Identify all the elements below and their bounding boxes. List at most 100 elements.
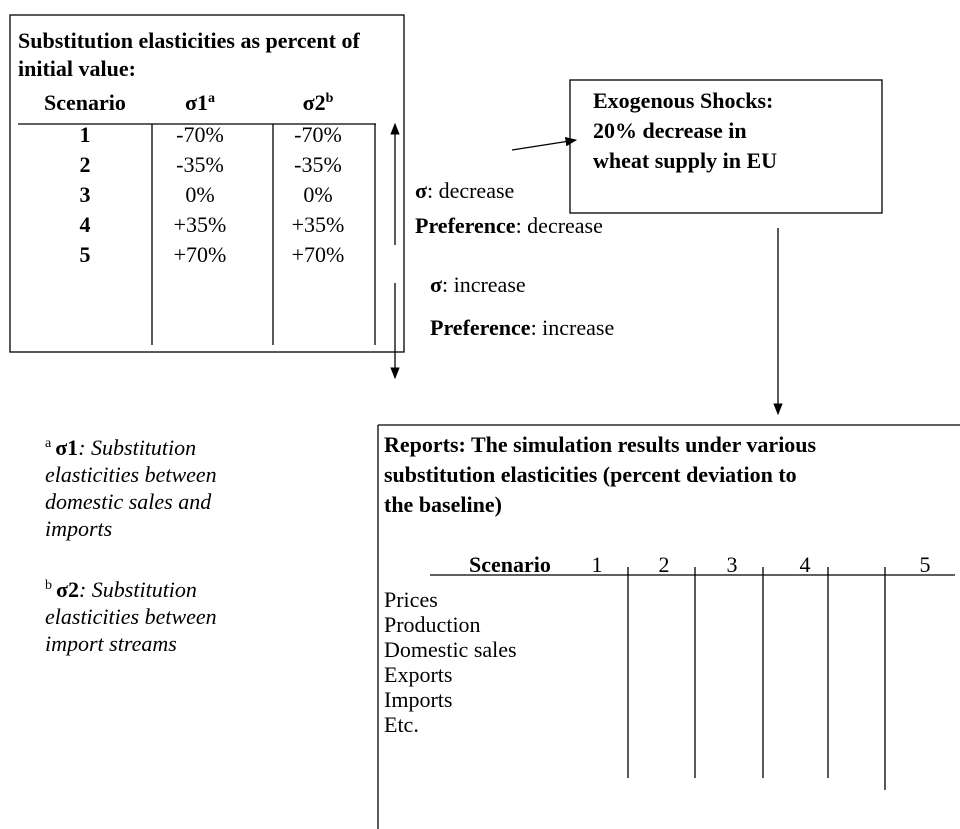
text-part: +35% — [174, 212, 227, 237]
column-header: Scenario — [44, 90, 126, 115]
table-cell: -70% — [294, 122, 342, 147]
text-part: : increase — [531, 315, 615, 340]
preference-direction: Preference: increase — [430, 315, 614, 340]
reports-title: the baseline) — [384, 492, 502, 517]
text-part: -70% — [294, 122, 342, 147]
table-cell: +35% — [174, 212, 227, 237]
text-part: Preference — [415, 213, 516, 238]
text-part: : decrease — [516, 213, 603, 238]
text-part: 0% — [185, 182, 214, 207]
text-part: +70% — [292, 242, 345, 267]
sigma-direction: σ: decrease — [415, 178, 514, 203]
text-part: Production — [384, 612, 481, 637]
column-number: 2 — [659, 552, 670, 577]
note-text: domestic sales and — [45, 489, 212, 514]
text-part: -35% — [176, 152, 224, 177]
column-number: 1 — [592, 552, 603, 577]
text-part: 2 — [80, 152, 91, 177]
table-cell: +35% — [292, 212, 345, 237]
table-cell: +70% — [174, 242, 227, 267]
reports-title: substitution elasticities (percent devia… — [384, 462, 797, 487]
table-cell: 3 — [80, 182, 91, 207]
note-text: : Substitution — [79, 577, 197, 602]
reports-title: Reports: The simulation results under va… — [384, 432, 817, 457]
text-part: 20% decrease in — [593, 118, 747, 143]
elasticity-box — [9, 14, 405, 353]
table-cell: -70% — [176, 122, 224, 147]
text-part: Prices — [384, 587, 438, 612]
shocks-box — [569, 79, 883, 214]
text-part: 3 — [727, 552, 738, 577]
text-part: Exports — [384, 662, 452, 687]
text-part: wheat supply in EU — [593, 148, 777, 173]
column-header: σ1a — [185, 90, 215, 115]
text-part: initial value: — [18, 56, 136, 81]
table-cell: 1 — [80, 122, 91, 147]
text-part: Scenario — [469, 552, 551, 577]
text-part: Preference — [430, 315, 531, 340]
note-text: elasticities between — [45, 604, 217, 629]
note-text: imports — [45, 516, 112, 541]
note-text: elasticities between — [45, 462, 217, 487]
text-part: +70% — [174, 242, 227, 267]
text-part: 1 — [592, 552, 603, 577]
text-part: the baseline) — [384, 492, 502, 517]
text-part: -70% — [176, 122, 224, 147]
text-part: +35% — [292, 212, 345, 237]
note-text: import streams — [45, 631, 177, 656]
table-cell: 5 — [80, 242, 91, 267]
text-part: substitution elasticities (percent devia… — [384, 462, 797, 487]
shocks-text: Exogenous Shocks: — [593, 88, 773, 113]
shocks-text: 20% decrease in — [593, 118, 747, 143]
box-title: Substitution elasticities as percent of — [18, 28, 360, 53]
text-part: 0% — [303, 182, 332, 207]
footnote: imports — [45, 516, 112, 541]
table-cell: -35% — [176, 152, 224, 177]
table-cell: 2 — [80, 152, 91, 177]
row-label: Production — [384, 612, 481, 637]
text-part: Imports — [384, 687, 452, 712]
text-part: : decrease — [427, 178, 514, 203]
shocks-text: wheat supply in EU — [593, 148, 777, 173]
row-label: Domestic sales — [384, 637, 517, 662]
superscript: b — [45, 578, 52, 593]
text-part: Reports: The simulation results under va… — [384, 432, 817, 457]
table-cell: 0% — [303, 182, 332, 207]
reports-header: Scenario — [469, 552, 551, 577]
footnote: import streams — [45, 631, 177, 656]
superscript: a — [45, 436, 52, 451]
footnote: b σ2: Substitution — [45, 577, 197, 602]
text-part: 2 — [659, 552, 670, 577]
arrow-to-shocks — [511, 137, 578, 151]
table-cell: 0% — [185, 182, 214, 207]
sigma-direction: σ: increase — [430, 272, 526, 297]
row-label: Etc. — [384, 712, 419, 737]
footnote: elasticities between — [45, 462, 217, 487]
footnote: elasticities between — [45, 604, 217, 629]
superscript: b — [326, 91, 334, 106]
box-title: initial value: — [18, 56, 136, 81]
column-number: 3 — [727, 552, 738, 577]
superscript: a — [208, 91, 215, 106]
footnote: a σ1: Substitution — [45, 435, 196, 460]
row-label: Imports — [384, 687, 452, 712]
row-label: Prices — [384, 587, 438, 612]
text-part: -35% — [294, 152, 342, 177]
text-part: 3 — [80, 182, 91, 207]
column-header: σ2b — [303, 90, 334, 115]
text-part: Scenario — [44, 90, 126, 115]
text-part: σ2 — [303, 90, 326, 115]
note-text: : Substitution — [78, 435, 196, 460]
note-symbol: σ1 — [55, 435, 78, 460]
preference-direction: Preference: decrease — [415, 213, 603, 238]
text-part: 5 — [80, 242, 91, 267]
text-part: Etc. — [384, 712, 419, 737]
footnote: domestic sales and — [45, 489, 212, 514]
table-cell: +70% — [292, 242, 345, 267]
text-part: σ — [430, 272, 442, 297]
text-part: Exogenous Shocks: — [593, 88, 773, 113]
text-part: Substitution elasticities as percent of — [18, 28, 360, 53]
text-part: 4 — [800, 552, 811, 577]
